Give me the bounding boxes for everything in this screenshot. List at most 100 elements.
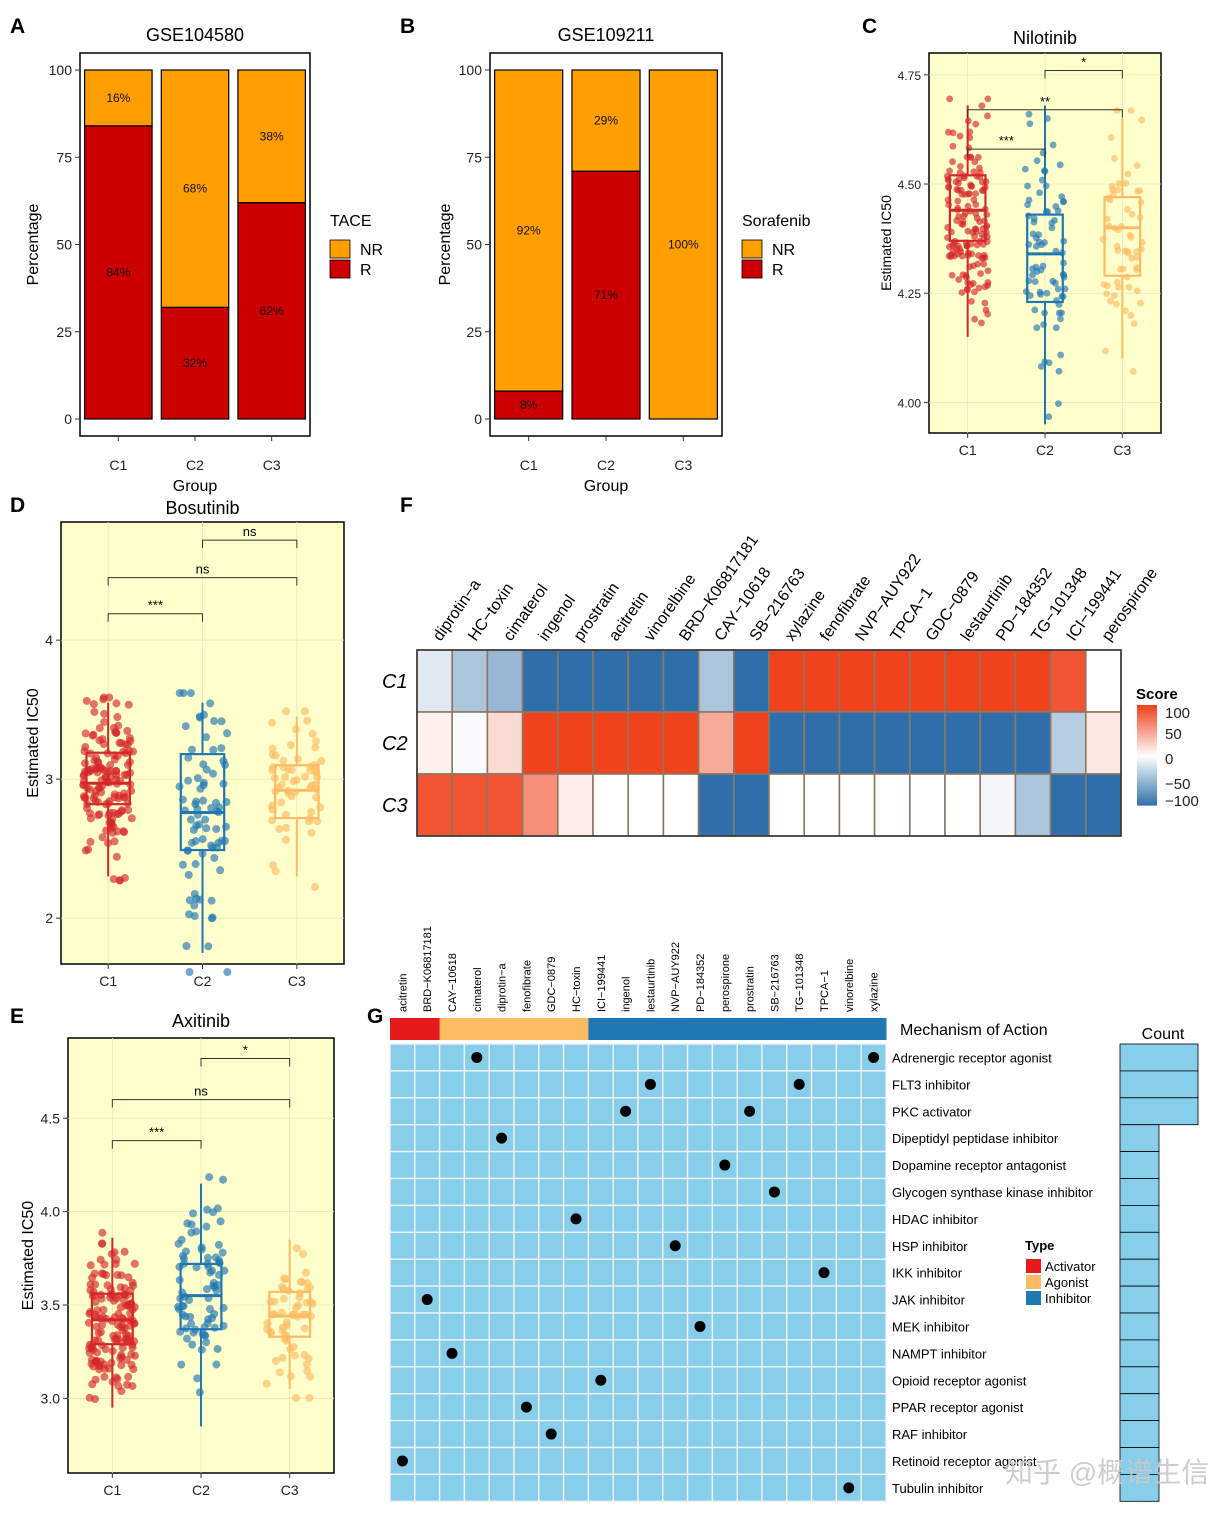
heatmap-cell [592, 649, 630, 713]
data-point-c2 [186, 689, 195, 698]
grid-cell [463, 1366, 490, 1395]
grid-cell [810, 1473, 838, 1503]
legend-gradient-step [1137, 749, 1157, 752]
data-point-c1 [120, 828, 129, 837]
x-axis-title: Group [173, 478, 218, 495]
grid-cell [389, 1258, 416, 1287]
heatmap-cell [803, 711, 841, 775]
legend-gradient-step [1137, 743, 1157, 746]
legend-swatch-r [329, 259, 351, 279]
grid-cell [587, 1204, 614, 1234]
data-point-c2 [1054, 207, 1062, 215]
data-point-c2 [212, 1360, 221, 1369]
data-point-c2 [183, 1219, 192, 1228]
heatmap-cell [732, 649, 770, 713]
grid-cell [389, 1177, 416, 1207]
data-point-c3 [1138, 116, 1146, 124]
heatmap-cell [697, 711, 735, 775]
grid-cell [637, 1419, 664, 1449]
x-tick-label: C2 [194, 973, 212, 989]
grid-cell [513, 1231, 540, 1260]
data-point-c1 [124, 700, 133, 709]
data-point-c2 [216, 866, 225, 875]
grid-cell [414, 1231, 441, 1260]
grid-cell [562, 1258, 590, 1287]
data-point-c2 [1057, 351, 1065, 359]
data-point-c1 [88, 731, 97, 740]
data-point-c1 [101, 773, 110, 782]
grid-cell [562, 1150, 590, 1180]
count-bar [1119, 1420, 1160, 1448]
grid-cell [761, 1366, 788, 1395]
y-tick-label: 4.5 [41, 1110, 61, 1126]
grid-cell [736, 1392, 763, 1422]
grid-cell [488, 1043, 515, 1072]
data-point-c1 [972, 210, 980, 217]
grid-cell [414, 1366, 441, 1395]
grid-cell [786, 1123, 813, 1153]
data-point-c3 [275, 1368, 284, 1377]
data-point-c1 [954, 197, 962, 205]
grid-cell [389, 1204, 416, 1234]
data-point-c2 [1037, 363, 1045, 370]
data-point-c1 [86, 814, 95, 823]
grid-column-label: BRD−K06817181 [422, 926, 434, 1012]
data-point-c2 [1055, 367, 1063, 375]
grid-cell [736, 1446, 763, 1476]
data-point-c2 [209, 769, 218, 778]
data-point-c1 [946, 167, 954, 175]
data-point-c1 [984, 112, 991, 120]
grid-cell [686, 1339, 714, 1368]
grid-cell [513, 1366, 540, 1395]
membership-dot [471, 1051, 483, 1063]
grid-cell [810, 1419, 838, 1449]
data-point-c2 [207, 914, 216, 923]
grid-cell [711, 1204, 738, 1234]
grid-cell [761, 1258, 788, 1287]
data-point-c3 [1123, 273, 1131, 281]
data-point-c3 [300, 1324, 309, 1333]
data-point-c3 [1110, 292, 1118, 300]
grid-cell [463, 1123, 490, 1153]
type-bar-inhibitor [861, 1018, 887, 1040]
count-bar [1119, 1043, 1199, 1072]
grid-cell [761, 1150, 788, 1180]
data-point-c1 [95, 724, 104, 733]
moa-row-label: Adrenergic receptor agonist [892, 1050, 1052, 1065]
membership-dot [570, 1213, 582, 1225]
grid-cell [538, 1339, 565, 1368]
heatmap-cell [556, 711, 594, 775]
grid-cell [562, 1446, 590, 1476]
data-point-c1 [113, 752, 122, 761]
data-point-c2 [186, 1312, 195, 1321]
data-point-c1 [113, 1271, 122, 1280]
data-point-c1 [108, 815, 117, 824]
x-axis-title: Group [584, 478, 629, 495]
data-point-c3 [277, 780, 286, 789]
data-point-c2 [209, 1281, 218, 1290]
data-point-c2 [199, 796, 208, 805]
grid-cell [860, 1258, 887, 1287]
grid-cell [662, 1419, 689, 1449]
grid-cell [786, 1097, 813, 1126]
data-point-c1 [94, 811, 103, 820]
grid-cell [786, 1258, 813, 1287]
grid-cell [562, 1177, 590, 1207]
heatmap-cell [662, 711, 700, 775]
data-point-c3 [291, 1351, 300, 1360]
grid-cell [513, 1312, 540, 1341]
legend-gradient-step [1137, 705, 1157, 708]
grid-cell [686, 1258, 714, 1287]
grid-cell [488, 1312, 515, 1341]
type-bar-inhibitor [786, 1018, 813, 1040]
data-point-c2 [1056, 161, 1064, 169]
box-c2 [1026, 213, 1064, 304]
membership-dot [496, 1132, 508, 1144]
grid-cell [711, 1392, 738, 1422]
type-bar-inhibitor [712, 1018, 738, 1040]
data-point-c3 [1133, 287, 1141, 295]
grid-cell [538, 1070, 565, 1099]
data-point-c3 [303, 716, 312, 725]
grid-cell [438, 1258, 466, 1287]
grid-cell [835, 1097, 862, 1126]
